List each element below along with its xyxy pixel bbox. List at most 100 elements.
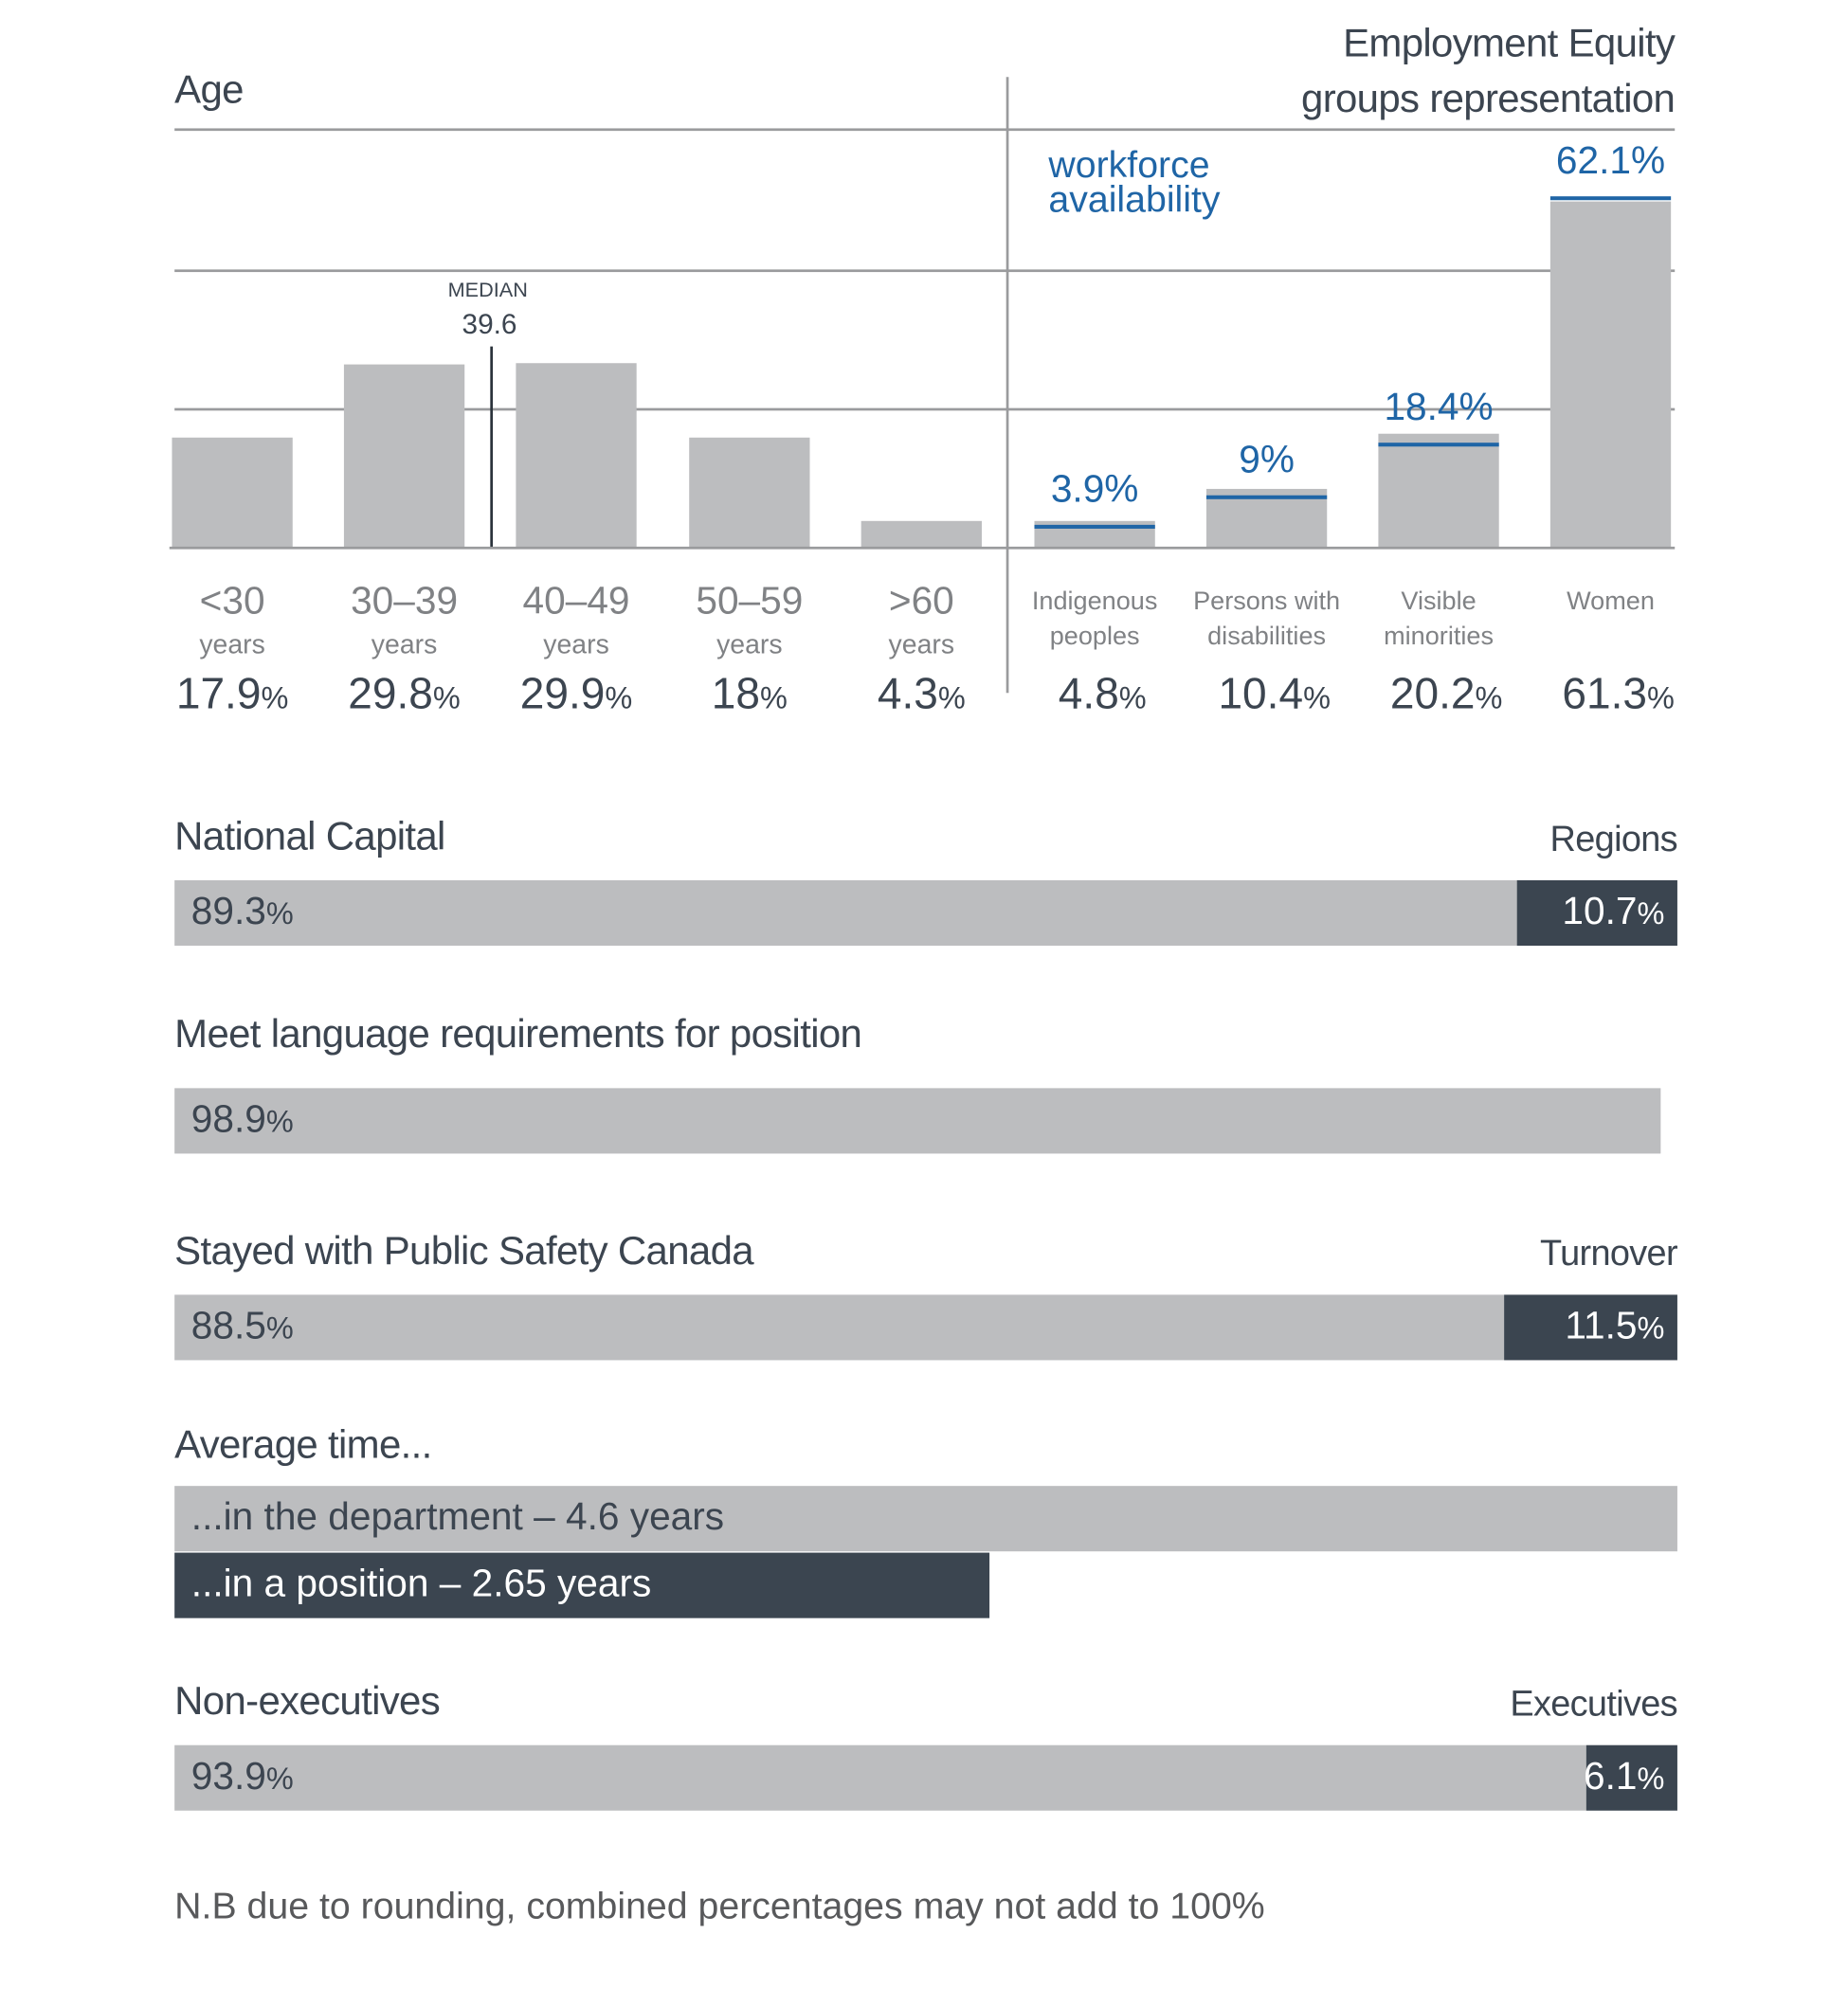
segment-value: 93.9: [190, 1755, 266, 1798]
legend-line1: workforce: [1048, 145, 1210, 187]
percent-sign: %: [432, 681, 461, 716]
availability-value-label: 18.4%: [1384, 386, 1494, 429]
age-bar: [689, 437, 810, 549]
segment-label: 11.5%: [1565, 1294, 1677, 1361]
age-category-label: 40–49: [522, 580, 630, 623]
percent-sign: %: [1303, 681, 1331, 716]
gridline: [174, 407, 1676, 410]
row-title-left: Non-executives: [174, 1678, 441, 1724]
ee-value: 4.8: [1058, 669, 1119, 719]
percent-sign: %: [760, 681, 788, 716]
ee-title: Employment Equity groups representation: [1301, 15, 1676, 125]
availability-marker: [1205, 496, 1328, 500]
age-value-label: 29.9%: [486, 670, 666, 720]
row-title-right: Executives: [1510, 1683, 1677, 1724]
age-category-sublabel: years: [371, 629, 438, 660]
segment-value: 10.7: [1562, 890, 1638, 933]
percent-sign: %: [937, 681, 966, 716]
section-divider: [1006, 77, 1008, 694]
bar-segment: 93.9%: [174, 1744, 1586, 1811]
age-value: 18: [711, 669, 761, 719]
segment-label: 10.7%: [1562, 880, 1677, 947]
percent-sign: %: [1637, 1762, 1665, 1797]
segment-value: 88.5: [190, 1305, 266, 1347]
segment-value: 6.1: [1583, 1755, 1638, 1798]
percent-sign: %: [265, 1104, 294, 1140]
ee-bar: [1378, 433, 1499, 549]
age-category-sublabel: years: [716, 629, 783, 660]
ee-category-label: Indigenous: [1031, 587, 1158, 617]
percent-sign: %: [265, 1310, 294, 1346]
ee-value: 10.4: [1218, 669, 1304, 719]
average-time-bar: ...in the department – 4.6 years: [174, 1486, 1677, 1552]
ee-bar: [1549, 201, 1672, 549]
median-label: MEDIAN: [447, 280, 528, 302]
age-bar: [343, 364, 465, 549]
availability-marker: [1378, 443, 1499, 447]
ee-value: 20.2: [1389, 669, 1476, 719]
age-value: 4.3: [877, 669, 938, 719]
bar-segment: 89.3%: [174, 879, 1517, 947]
age-bar: [172, 437, 293, 549]
gridline-top: [174, 128, 1676, 131]
age-value-label: 18%: [660, 670, 840, 720]
age-value-label: 4.3%: [832, 670, 1012, 720]
ee-value-label: 20.2%: [1356, 670, 1536, 720]
segment-label: 89.3%: [174, 880, 294, 947]
age-value-label: 29.8%: [315, 670, 495, 720]
gridline: [174, 269, 1676, 272]
row-title-left: Stayed with Public Safety Canada: [174, 1227, 753, 1274]
ee-title-line1: Employment Equity: [1343, 20, 1676, 66]
bar-segment: 98.9%: [174, 1088, 1661, 1154]
age-category-sublabel: years: [888, 629, 955, 660]
baseline: [169, 546, 1676, 550]
segment-label: 88.5%: [174, 1294, 294, 1361]
age-category-sublabel: years: [543, 629, 609, 660]
percent-sign: %: [1475, 681, 1503, 716]
segment-label: 6.1%: [1584, 1745, 1677, 1812]
bar-segment: 10.7%: [1516, 879, 1677, 947]
bar-segment: 88.5%: [174, 1294, 1505, 1361]
percent-sign: %: [1647, 681, 1675, 716]
legend-line2: availability: [1048, 179, 1221, 221]
percent-sign: %: [1118, 681, 1147, 716]
availability-marker: [1034, 524, 1155, 529]
row-title-left: National Capital: [174, 813, 445, 858]
age-bar: [861, 521, 982, 549]
average-time-label: ...in the department – 4.6 years: [190, 1495, 725, 1539]
age-value: 29.8: [348, 669, 433, 719]
footnote: N.B due to rounding, combined percentage…: [174, 1886, 1265, 1928]
workforce-availability-legend: workforce availability: [1048, 145, 1221, 221]
availability-value-label: 62.1%: [1555, 139, 1666, 182]
age-value: 17.9: [175, 669, 262, 719]
segment-value: 98.9: [190, 1098, 266, 1141]
bar-segment: 11.5%: [1504, 1294, 1677, 1361]
ee-category-sublabel: minorities: [1384, 622, 1494, 651]
ee-category-sublabel: disabilities: [1207, 622, 1327, 651]
age-value-label: 17.9%: [142, 670, 322, 720]
row-title-right: Turnover: [1540, 1233, 1678, 1274]
segment-value: 89.3: [190, 890, 266, 933]
age-title: Age: [174, 66, 244, 112]
ee-category-label: Women: [1567, 587, 1655, 617]
availability-marker: [1549, 195, 1672, 200]
average-time-label: ...in a position – 2.65 years: [190, 1563, 652, 1606]
segment-label: 98.9%: [174, 1088, 294, 1154]
availability-value-label: 3.9%: [1050, 468, 1139, 511]
age-category-label: 50–59: [696, 580, 804, 623]
age-category-sublabel: years: [199, 629, 265, 660]
bar-segment: 6.1%: [1584, 1744, 1677, 1812]
ee-category-sublabel: peoples: [1049, 622, 1140, 651]
age-value: 29.9: [519, 669, 606, 719]
ee-category-label: Visible: [1401, 587, 1477, 617]
row-title-left: Meet language requirements for position: [174, 1011, 862, 1057]
percent-sign: %: [265, 896, 294, 932]
age-category-label: 30–39: [351, 580, 459, 623]
row-title-right: Regions: [1549, 818, 1678, 858]
percent-sign: %: [605, 681, 633, 716]
average-time-bar: ...in a position – 2.65 years: [174, 1552, 990, 1618]
segment-value: 11.5: [1565, 1305, 1638, 1347]
median-value: 39.6: [462, 308, 517, 340]
percent-sign: %: [261, 681, 289, 716]
